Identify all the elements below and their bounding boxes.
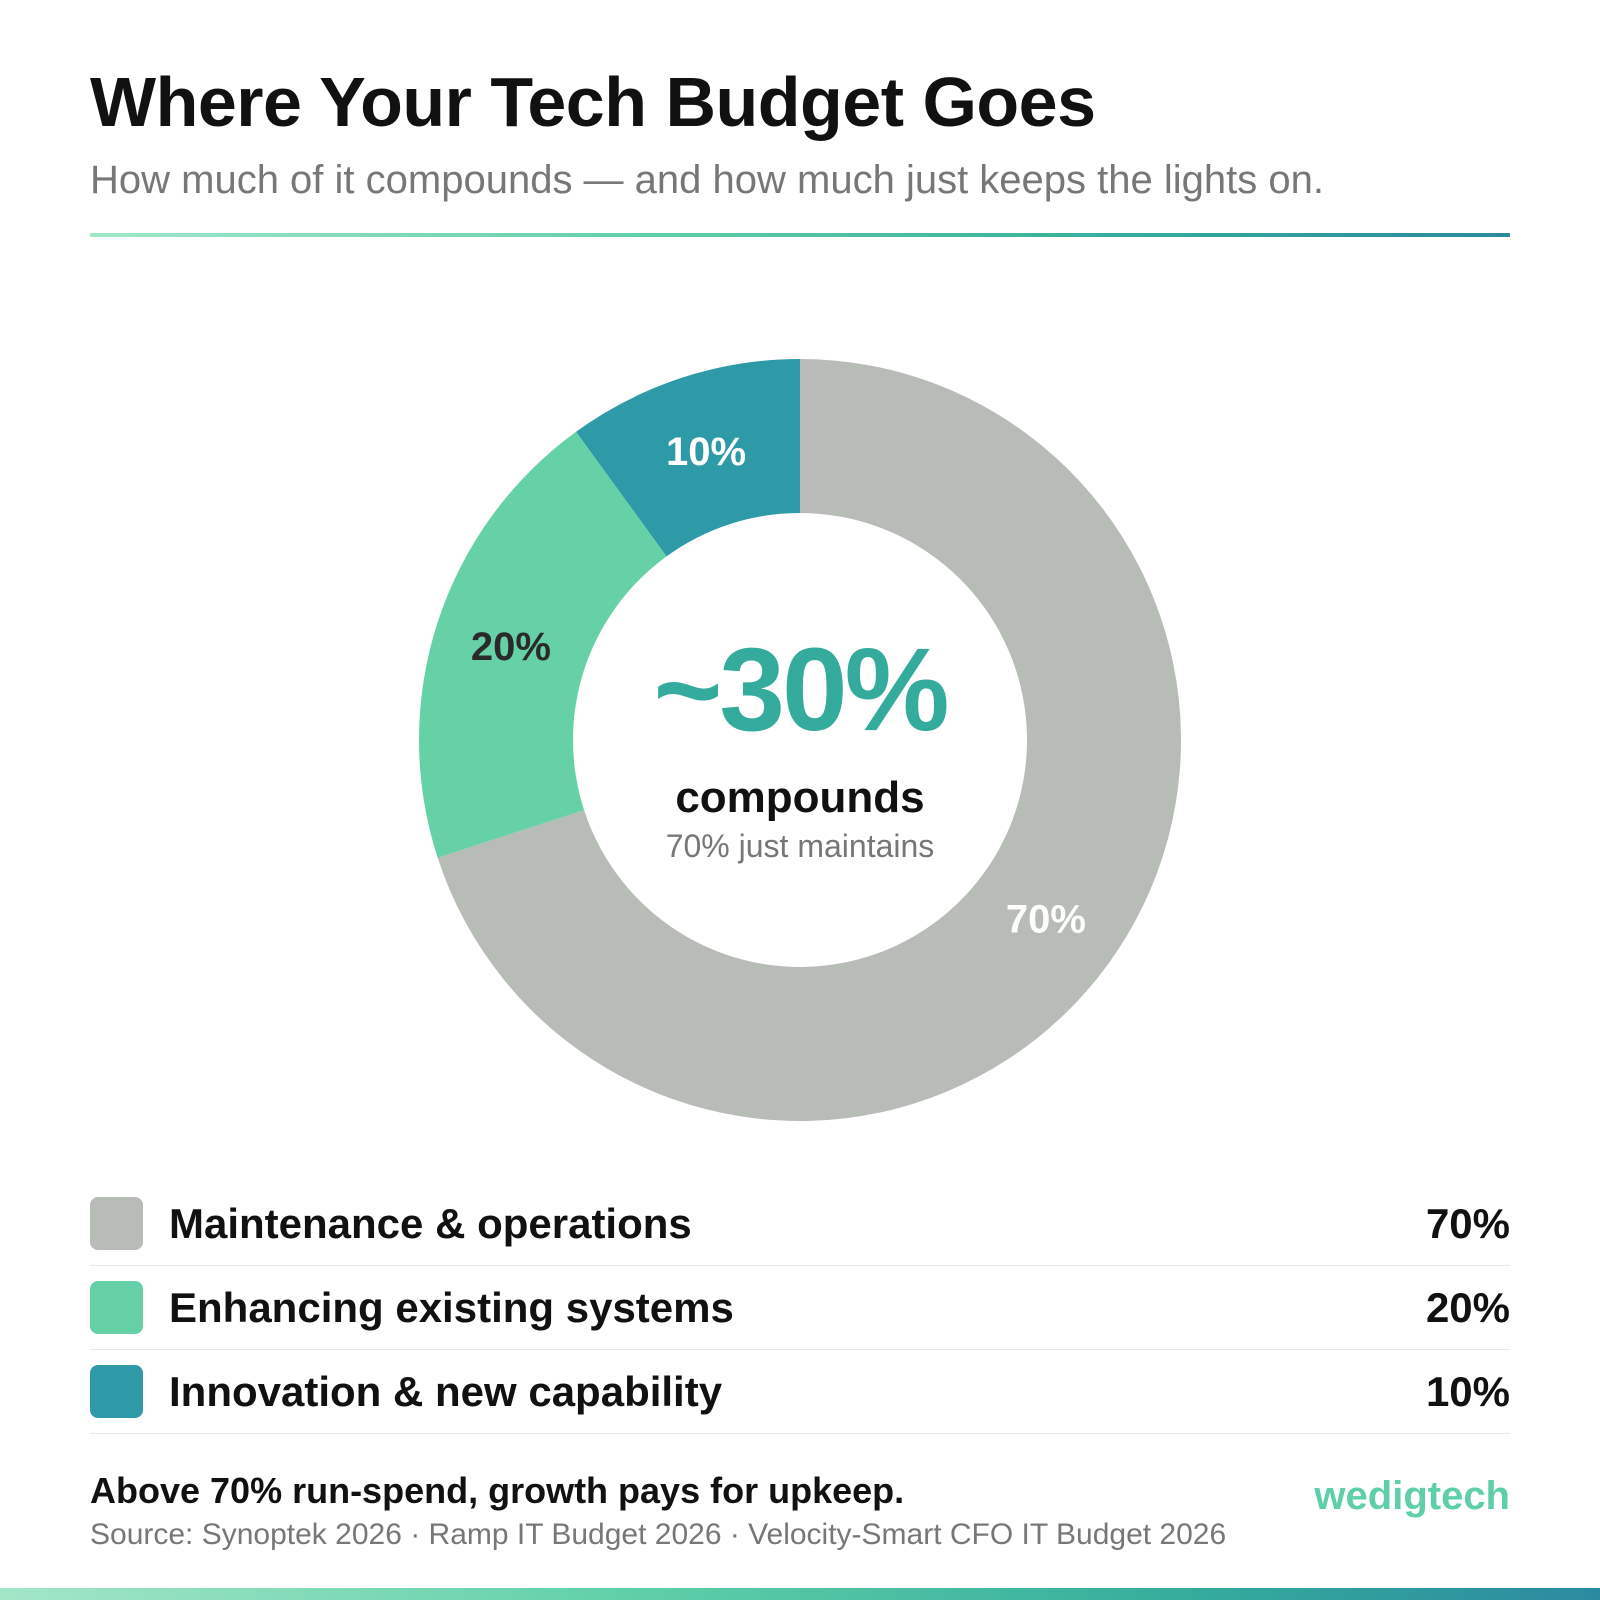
legend-label: Maintenance & operations [169, 1199, 692, 1247]
legend: Maintenance & operations 70% Enhancing e… [90, 1182, 1510, 1434]
legend-label: Innovation & new capability [169, 1367, 723, 1415]
legend-item: Innovation & new capability 10% [90, 1350, 1510, 1434]
center-caption: compounds [675, 773, 924, 822]
page-subtitle: How much of it compounds — and how much … [90, 158, 1324, 202]
donut-slice-label-3: 10% [666, 430, 746, 474]
legend-item: Maintenance & operations 70% [90, 1182, 1510, 1266]
center-subcaption: 70% just maintains [666, 828, 935, 864]
legend-value: 70% [1425, 1199, 1510, 1247]
donut-chart: 70% 20% 10% ~30% compounds 70% just mainta… [419, 359, 1181, 1122]
takeaway-text: Above 70% run-spend, growth pays for upk… [90, 1470, 905, 1511]
donut-slice-label-1: 70% [1006, 898, 1086, 942]
legend-value: 20% [1425, 1283, 1510, 1331]
legend-swatch [90, 1197, 143, 1250]
donut-slice-3 [576, 359, 800, 557]
donut-slice-1 [437, 359, 1181, 1122]
page-title: Where Your Tech Budget Goes [90, 63, 1096, 141]
legend-swatch [90, 1281, 143, 1334]
legend-label: Enhancing existing systems [169, 1283, 734, 1331]
source-text: Source: Synoptek 2026 · Ramp IT Budget 2… [90, 1518, 1227, 1551]
donut-slice-2 [419, 431, 667, 858]
donut-slice-label-2: 20% [471, 625, 551, 669]
legend-item: Enhancing existing systems 20% [90, 1266, 1510, 1350]
brand-logo: wedigtech [1314, 1474, 1510, 1518]
header-divider [90, 233, 1510, 237]
legend-swatch [90, 1365, 143, 1418]
center-big-value: ~30% [653, 624, 946, 756]
bottom-accent-bar [0, 1588, 1600, 1600]
legend-value: 10% [1425, 1367, 1510, 1415]
